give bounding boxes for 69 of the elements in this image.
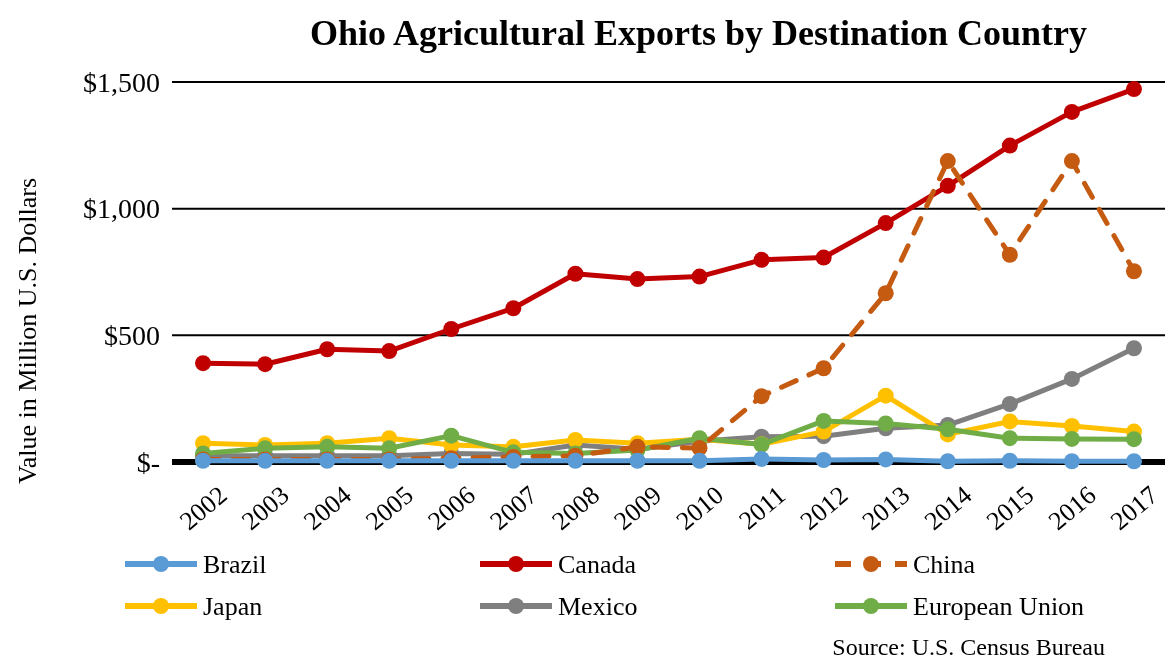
point bbox=[1001, 246, 1018, 263]
point bbox=[691, 452, 708, 469]
point bbox=[1063, 418, 1080, 435]
point bbox=[567, 431, 584, 448]
point bbox=[877, 285, 894, 302]
point bbox=[505, 300, 522, 317]
legend-label: Mexico bbox=[558, 592, 638, 622]
point bbox=[815, 360, 832, 377]
point bbox=[753, 450, 770, 467]
y-axis-title: Value in Million U.S. Dollars bbox=[13, 177, 42, 485]
point bbox=[939, 421, 956, 438]
y-tick-label: $500 bbox=[104, 320, 160, 352]
point bbox=[1063, 453, 1080, 470]
point bbox=[877, 415, 894, 432]
x-tick-label: 2002 bbox=[174, 480, 233, 536]
point bbox=[939, 153, 956, 170]
point bbox=[877, 451, 894, 468]
y-tick-label: $1,500 bbox=[83, 66, 160, 98]
y-tick-label: $1,000 bbox=[83, 193, 160, 225]
point bbox=[1125, 263, 1142, 280]
point bbox=[815, 451, 832, 468]
chart-title: Ohio Agricultural Exports by Destination Country bbox=[309, 13, 1088, 53]
legend-label: China bbox=[913, 550, 976, 580]
point bbox=[1063, 430, 1080, 447]
point bbox=[939, 453, 956, 470]
point bbox=[1125, 340, 1142, 357]
x-tick-label: 2013 bbox=[856, 480, 916, 536]
point bbox=[257, 356, 274, 373]
point bbox=[319, 341, 336, 358]
point bbox=[1001, 137, 1018, 154]
x-tick-label: 2008 bbox=[546, 480, 605, 536]
point bbox=[753, 251, 770, 268]
legend-label: Canada bbox=[558, 550, 637, 580]
point bbox=[691, 268, 708, 285]
point bbox=[1001, 395, 1018, 412]
point bbox=[567, 265, 584, 282]
point bbox=[1063, 103, 1080, 120]
point bbox=[1063, 370, 1080, 387]
point bbox=[877, 387, 894, 404]
point bbox=[939, 177, 956, 194]
y-tick-label: $- bbox=[136, 446, 160, 478]
legend-label: Japan bbox=[203, 592, 263, 622]
legend-label: European Union bbox=[913, 592, 1085, 622]
point bbox=[1001, 452, 1018, 469]
legend-label: Brazil bbox=[203, 550, 267, 580]
point bbox=[753, 388, 770, 405]
point bbox=[815, 412, 832, 429]
point bbox=[1125, 453, 1142, 470]
point bbox=[1001, 430, 1018, 447]
point bbox=[1125, 81, 1142, 98]
source-note: Source: U.S. Census Bureau bbox=[832, 634, 1105, 660]
point bbox=[1063, 153, 1080, 170]
point bbox=[815, 249, 832, 266]
x-tick-label: 2010 bbox=[670, 480, 730, 536]
point bbox=[443, 427, 460, 444]
point bbox=[505, 452, 522, 469]
point bbox=[381, 343, 398, 360]
x-tick-label: 2003 bbox=[236, 480, 295, 536]
point bbox=[1001, 413, 1018, 430]
x-tick-label: 2012 bbox=[794, 480, 854, 536]
point bbox=[629, 452, 646, 469]
point bbox=[629, 271, 646, 288]
point bbox=[195, 355, 212, 372]
point bbox=[567, 452, 584, 469]
point bbox=[877, 215, 894, 232]
x-tick-label: 2009 bbox=[608, 480, 668, 536]
point bbox=[1125, 431, 1142, 448]
point bbox=[443, 321, 460, 337]
x-tick-label: 2011 bbox=[733, 480, 792, 536]
